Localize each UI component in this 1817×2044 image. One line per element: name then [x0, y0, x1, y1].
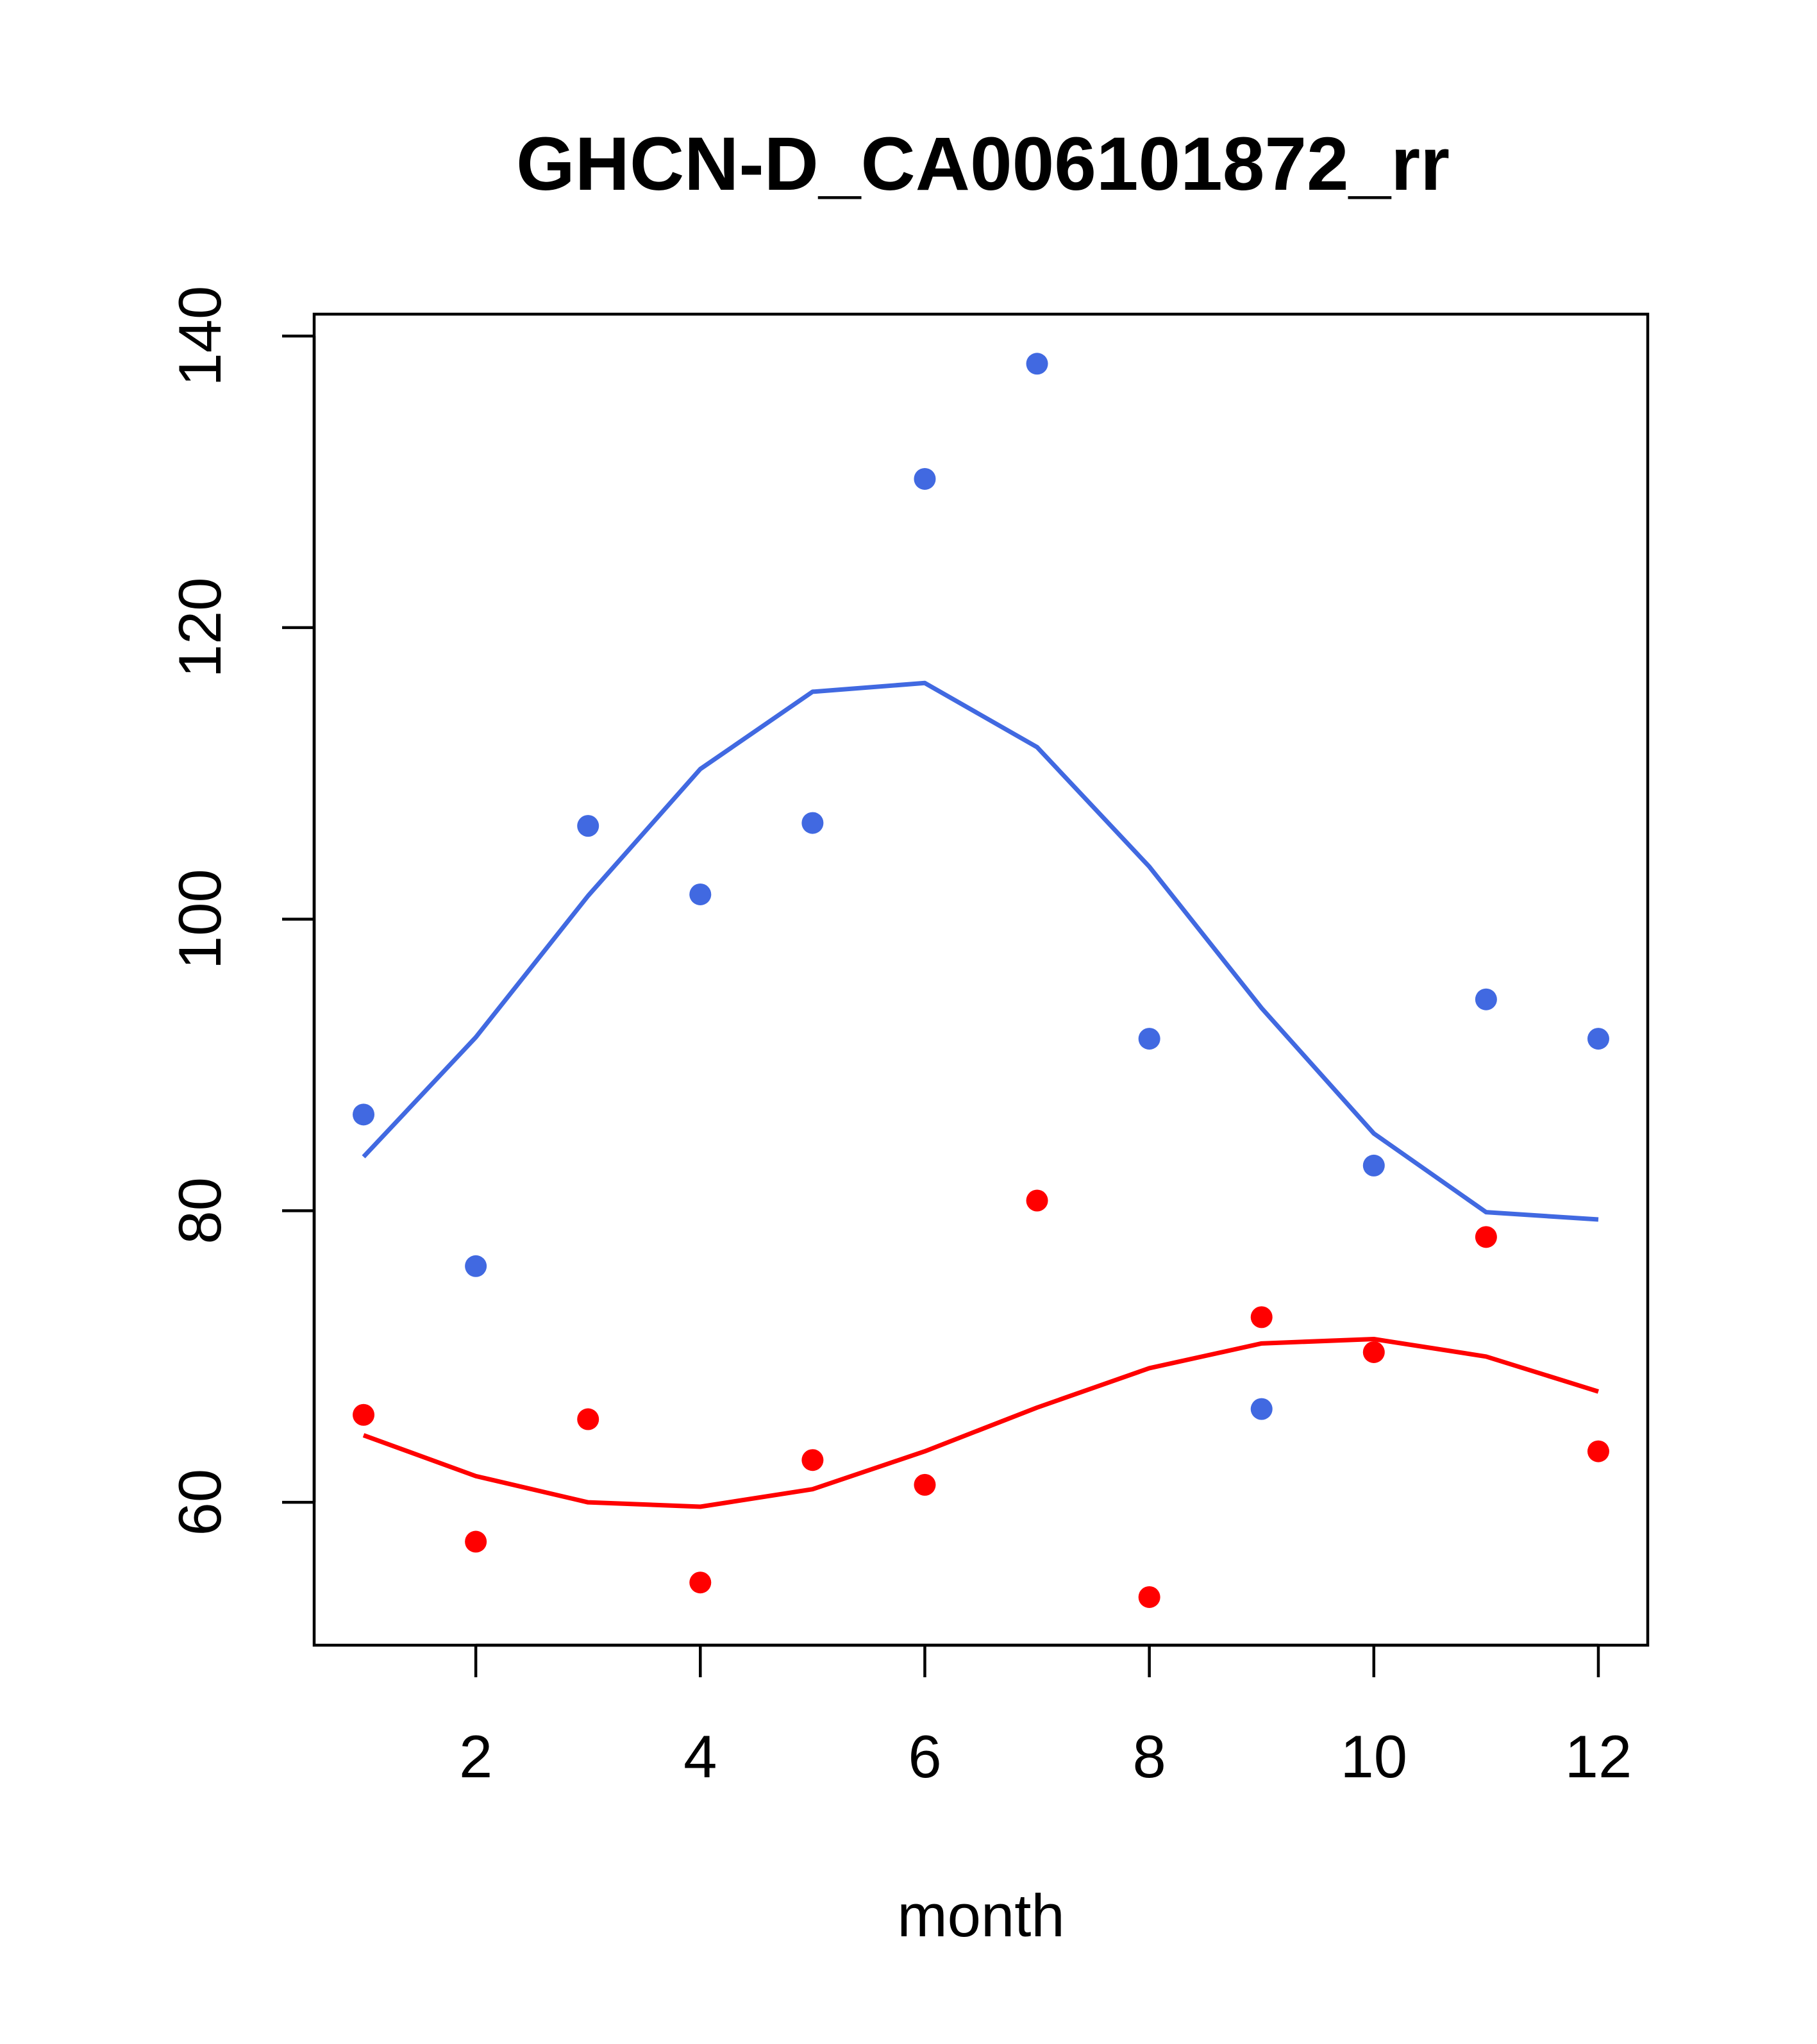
x-tick-label: 2 [459, 1723, 492, 1790]
series-0-point [1026, 353, 1048, 375]
y-tick-label: 120 [166, 577, 233, 678]
series-1-point [465, 1530, 487, 1553]
y-tick-label: 140 [166, 286, 233, 387]
series-1-point [577, 1408, 599, 1430]
series-1-point [801, 1449, 824, 1471]
y-tick-label: 60 [166, 1469, 233, 1536]
x-axis-title: month [897, 1882, 1064, 1949]
y-axis: 60 80 100 120 140 [166, 286, 316, 1536]
series-0-point [914, 467, 936, 490]
x-tick-label: 6 [908, 1723, 941, 1790]
series-0-smooth-line [362, 680, 1599, 1222]
series-1-point [1026, 1189, 1048, 1212]
x-tick-label: 4 [683, 1723, 717, 1790]
x-axis: 2 4 6 8 10 12 [459, 1643, 1632, 1790]
series-1-point [1138, 1586, 1160, 1608]
series-1-point [1362, 1341, 1385, 1363]
x-tick-label: 10 [1341, 1723, 1408, 1790]
series-1-smooth-line [362, 1336, 1600, 1509]
series-0-point [577, 815, 599, 837]
series-0-point [689, 883, 712, 905]
series-1-point [353, 1403, 375, 1426]
x-tick-label: 8 [1132, 1723, 1166, 1790]
series-0 [353, 353, 1609, 1420]
series-0-point [353, 1103, 375, 1126]
series-1-point [914, 1473, 936, 1496]
series-0-point [801, 812, 824, 834]
series-1-point [689, 1571, 712, 1594]
series-0-point [1362, 1154, 1385, 1177]
series-0-point [1138, 1028, 1160, 1050]
series-0-point [1250, 1398, 1273, 1420]
series-0-point [1587, 1028, 1609, 1050]
series-0-point [1475, 988, 1497, 1010]
series-1-point [1250, 1306, 1273, 1328]
chart-title: GHCN-D_CA006101872_rr [516, 122, 1450, 206]
x-tick-label: 12 [1565, 1723, 1632, 1790]
series-0-point [465, 1255, 487, 1277]
y-tick-label: 100 [166, 869, 233, 969]
y-tick-label: 80 [166, 1177, 233, 1244]
series-1-point [1475, 1226, 1497, 1248]
series-1-point [1587, 1440, 1609, 1462]
series-layer [353, 353, 1609, 1608]
series-1 [353, 1189, 1609, 1608]
